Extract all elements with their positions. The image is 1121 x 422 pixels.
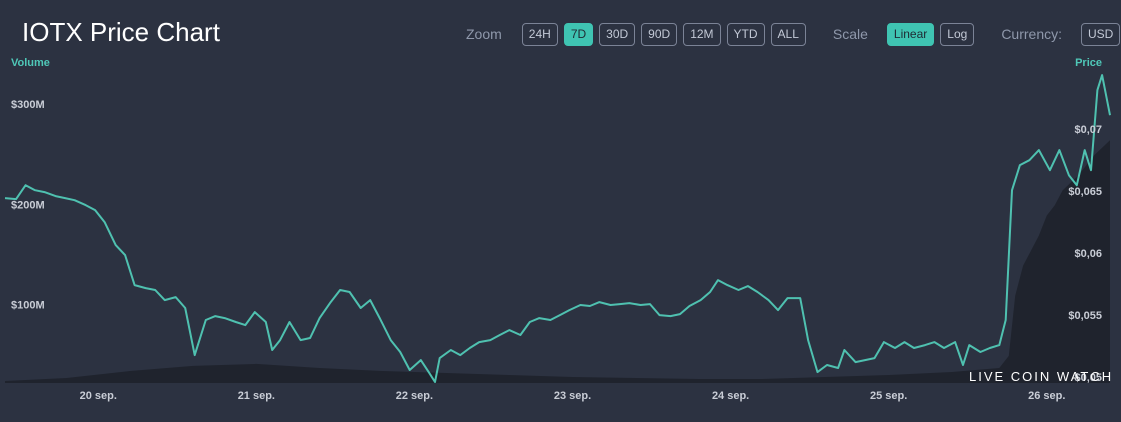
control-label: Scale	[832, 26, 868, 42]
axis-title: Volume	[11, 57, 50, 69]
button[interactable]: 90D	[641, 22, 678, 46]
x-tick-label: 23 sep.	[554, 390, 591, 402]
page-title: IOTX Price Chart	[22, 17, 220, 47]
button[interactable]: YTD	[726, 22, 765, 46]
button[interactable]: 30D	[599, 22, 636, 46]
x-tick-label: 22 sep.	[396, 390, 433, 402]
button[interactable]: 7D	[563, 22, 594, 46]
button[interactable]: USD	[1081, 22, 1121, 46]
y-tick-label: $300M	[11, 99, 45, 111]
y-tick-label: $100M	[11, 300, 45, 312]
y2-tick-label: $0,07	[1074, 124, 1102, 136]
y2-tick-label: $0,055	[1068, 310, 1102, 322]
x-tick-label: 20 sep.	[80, 390, 117, 402]
y2-tick-label: $0,06	[1074, 248, 1102, 260]
x-tick-label: 26 sep.	[1028, 390, 1065, 402]
control-label: Zoom	[466, 26, 502, 42]
y2-tick-label: $0,05	[1074, 372, 1102, 384]
button[interactable]: Log	[940, 22, 975, 46]
y2-tick-label: $0,065	[1068, 186, 1102, 198]
button[interactable]: 24H	[521, 22, 558, 46]
price-line	[4, 74, 1111, 383]
x-tick-label: 25 sep.	[870, 390, 907, 402]
axis-title: Price	[1075, 57, 1102, 69]
y-tick-label: $200M	[11, 199, 45, 211]
x-tick-label: 21 sep.	[238, 390, 275, 402]
control-label: Currency:	[1001, 26, 1062, 42]
volume-area	[5, 140, 1110, 383]
button[interactable]: ALL	[770, 22, 806, 46]
button[interactable]: Linear	[886, 22, 935, 46]
x-tick-label: 24 sep.	[712, 390, 749, 402]
controls: Zoom 24H 7D 30D 90D 12M YTD ALL Scale Linear Log Cu…	[466, 22, 1121, 46]
button[interactable]: 12M	[683, 22, 721, 46]
watermark: LIVE COIN WATCH	[969, 369, 1114, 384]
